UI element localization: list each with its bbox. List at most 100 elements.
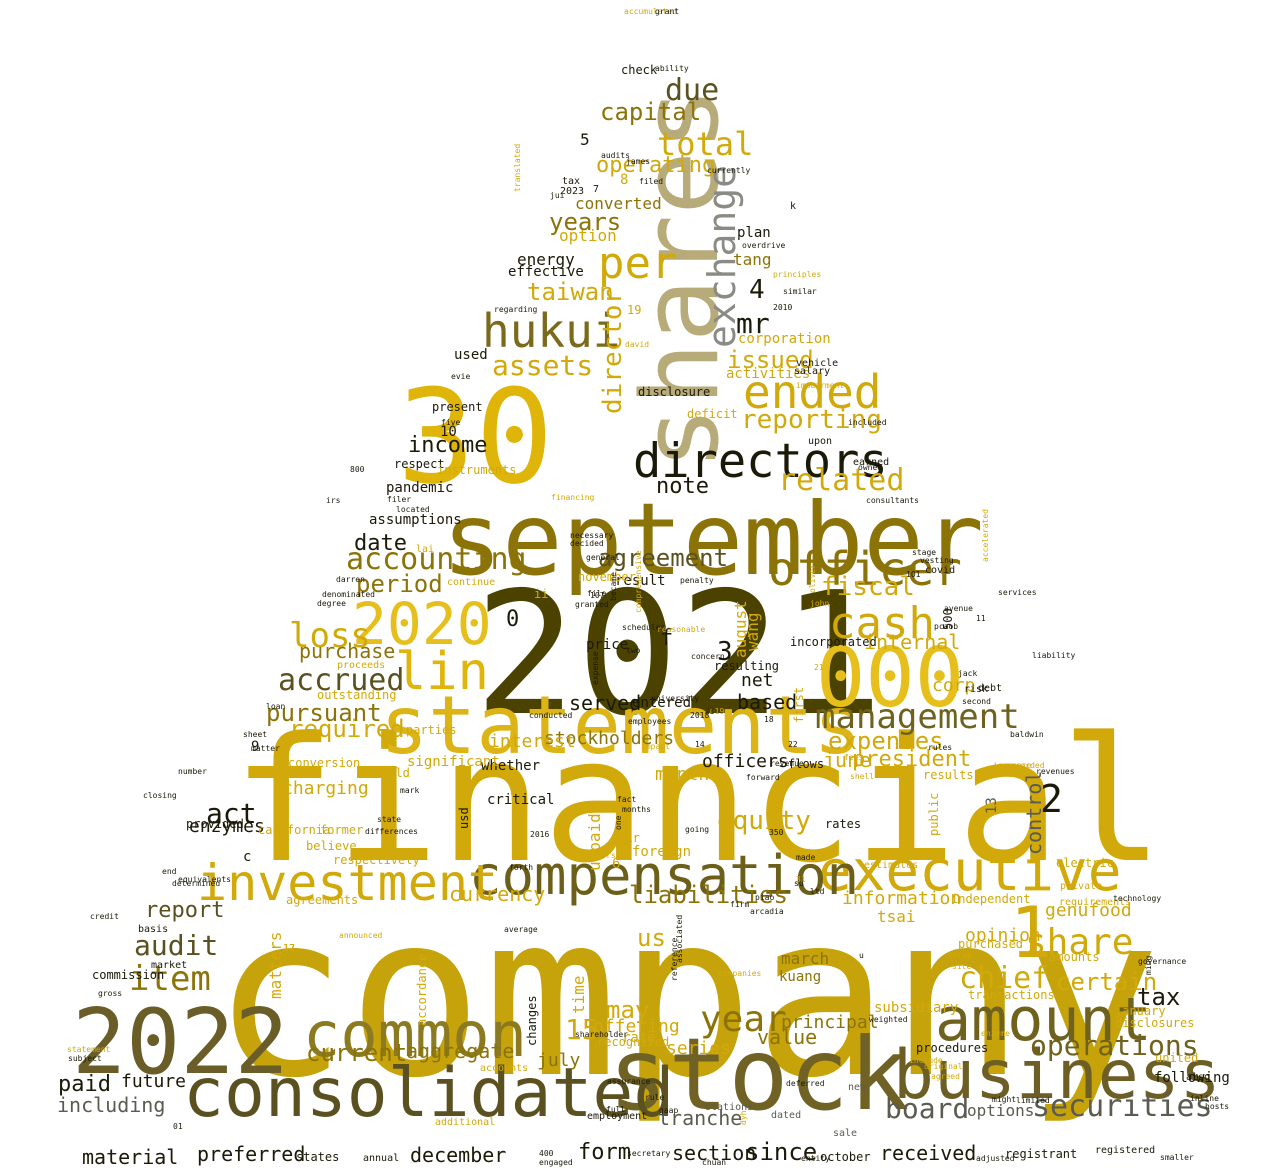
cloud-word: smaller [1160,1153,1194,1162]
cloud-word: 11 [976,614,986,623]
cloud-word: fair [611,831,640,845]
cloud-word: owned [858,463,883,472]
cloud-word: corporation [738,331,831,347]
cloud-word: paid [58,1072,111,1097]
cloud-word: 800 [350,465,365,474]
cloud-word: operating [596,153,716,178]
cloud-word: deferred [786,1079,825,1088]
cloud-word: value [757,1025,818,1049]
cloud-word: three [948,951,973,960]
cloud-word: mr [736,307,770,340]
cloud-word: expense [591,651,600,685]
cloud-word: aggregate [406,1039,515,1063]
cloud-word: 4 [749,275,765,305]
cloud-word: may [606,996,650,1024]
cloud-word: effective [508,264,584,280]
cloud-word: 18 [764,715,774,724]
cloud-word: rule [645,1093,665,1102]
cloud-word: chuan [702,1158,727,1167]
cloud-word: original [924,1062,963,1071]
cloud-word: disclosures [1115,1016,1195,1030]
cloud-word: since [745,1138,818,1166]
cloud-word: concern [691,652,725,661]
cloud-word: ming [1144,955,1153,975]
cloud-word: engaged [539,1158,573,1167]
cloud-word: annual [363,1153,400,1164]
cloud-word: became [609,572,618,601]
cloud-word: financial [232,700,1164,901]
cloud-word: covid [925,565,956,576]
cloud-word: revenue [770,759,804,768]
cloud-word: lin [395,642,489,702]
cloud-word: net [741,670,774,691]
cloud-word: determined [172,879,221,888]
cloud-word: debt [978,683,1003,694]
cloud-word: including [57,1093,166,1117]
cloud-word: inline [1190,1094,1219,1103]
cloud-word: full [606,1105,626,1114]
cloud-word: share [1025,922,1134,963]
cloud-word: two [626,646,641,655]
cloud-word: 21 [814,663,824,672]
cloud-word: conducted [529,711,573,720]
cloud-word: converted [575,194,662,213]
cloud-word: currency [449,882,546,906]
cloud-word: 14 [695,740,705,749]
cloud-word: equivalents [178,875,231,884]
cloud-word: matter [251,744,280,753]
cloud-word: forward [746,773,780,782]
cloud-word: period [356,570,443,598]
cloud-word: result [615,573,666,589]
cloud-word: internal [864,630,961,654]
cloud-word: mark [400,786,420,795]
cloud-word: energy [517,250,575,269]
cloud-word: offering [593,1016,680,1037]
cloud-word: k [790,201,797,212]
cloud-word: sheet [243,730,268,739]
cloud-word: unpaid [585,813,604,871]
cloud-word: liability [1032,651,1076,660]
cloud-word: stockholders [544,728,675,749]
cloud-word: jui [550,191,565,200]
cloud-word: rules [928,743,953,752]
cloud-word: ii [534,587,549,601]
cloud-word: statement [67,1045,111,1054]
cloud-word: denominated [322,590,375,599]
cloud-word: us [637,924,666,952]
cloud-word: information [842,888,962,909]
cloud-word: ability [655,64,689,73]
cloud-word: matters [266,931,285,999]
cloud-word: total [657,125,754,163]
cloud-word: 2016 [530,830,550,839]
cloud-word: tsai [877,907,916,926]
cloud-word: pandemic [386,480,454,496]
cloud-word: statements [380,679,862,772]
cloud-word: based [737,690,798,714]
cloud-word: evie [451,372,471,381]
cloud-word: month [655,764,710,785]
cloud-word: respectively [333,853,420,867]
cloud-word: 2021 [474,556,884,754]
cloud-word: subsidiary [874,1000,959,1016]
cloud-word: filer [387,495,412,504]
cloud-word: conversion [288,756,361,770]
cloud-word: march [781,949,830,968]
cloud-word: risk [964,684,989,695]
cloud-word: hukui [482,304,621,358]
cloud-word: company [212,866,1161,1128]
cloud-word: oliver [808,564,817,593]
cloud-word: su [794,879,804,888]
cloud-word: one [614,815,623,830]
cloud-word: vehicle [796,358,839,369]
cloud-word: dyh [739,1110,748,1125]
cloud-word: 0 [506,607,520,632]
cloud-word: agreed [931,1072,960,1081]
cloud-word: time [569,975,588,1014]
cloud-word: file [587,589,607,598]
cloud-word: f [660,626,674,651]
cloud-word: management [815,697,1020,737]
cloud-word: overdrive [742,241,786,250]
cloud-word: revenues [1036,767,1075,776]
cloud-word: enzyme [981,1029,1010,1038]
cloud-word: translated [513,143,522,192]
